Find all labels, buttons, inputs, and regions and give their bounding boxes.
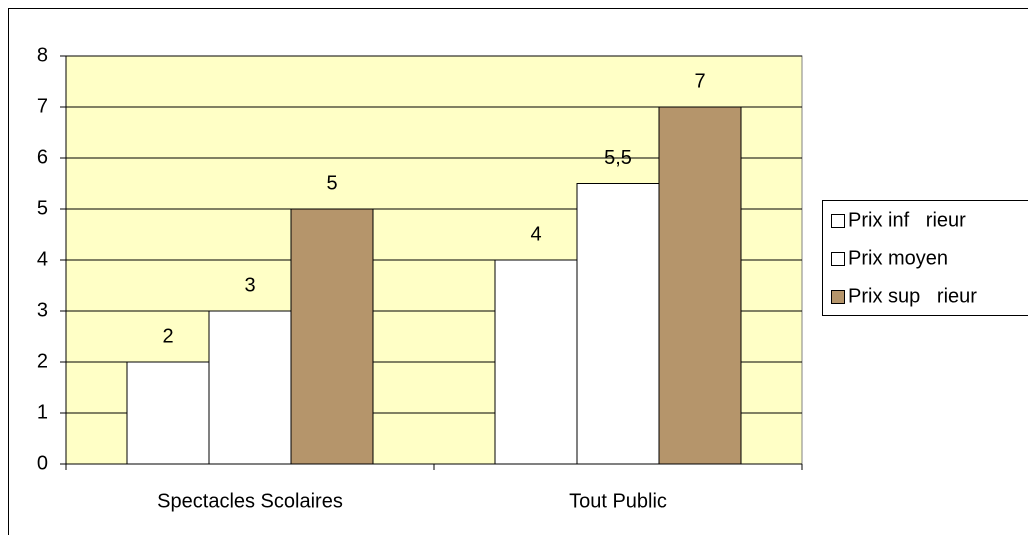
legend-label: Prix moyen bbox=[848, 247, 948, 269]
legend-swatch bbox=[831, 214, 845, 228]
legend-box bbox=[822, 200, 1028, 316]
bar bbox=[494, 259, 578, 465]
data-label: 3 bbox=[244, 274, 255, 296]
x-tick-label: Tout Public bbox=[569, 490, 667, 512]
bar bbox=[576, 183, 660, 465]
y-tick-label: 4 bbox=[37, 248, 48, 270]
data-label: 5,5 bbox=[604, 147, 632, 169]
y-tick-label: 6 bbox=[37, 146, 48, 168]
legend-swatch bbox=[831, 290, 845, 304]
bar bbox=[290, 208, 374, 465]
data-label: 7 bbox=[694, 70, 705, 92]
y-tick-label: 1 bbox=[37, 401, 48, 423]
y-tick-label: 7 bbox=[37, 95, 48, 117]
x-tick-label: Spectacles Scolaires bbox=[157, 490, 343, 512]
data-label: 4 bbox=[530, 223, 541, 245]
bar bbox=[208, 310, 292, 465]
legend-label: Prix sup rieur bbox=[848, 285, 977, 307]
legend-label: Prix inf rieur bbox=[848, 209, 966, 231]
bar bbox=[658, 106, 742, 465]
y-tick-label: 2 bbox=[37, 350, 48, 372]
y-tick-label: 0 bbox=[37, 452, 48, 474]
y-tick-label: 5 bbox=[37, 197, 48, 219]
y-tick-label: 8 bbox=[37, 44, 48, 66]
data-label: 5 bbox=[326, 172, 337, 194]
bar bbox=[126, 361, 210, 465]
legend-swatch bbox=[831, 252, 845, 266]
y-tick-label: 3 bbox=[37, 299, 48, 321]
data-label: 2 bbox=[162, 325, 173, 347]
